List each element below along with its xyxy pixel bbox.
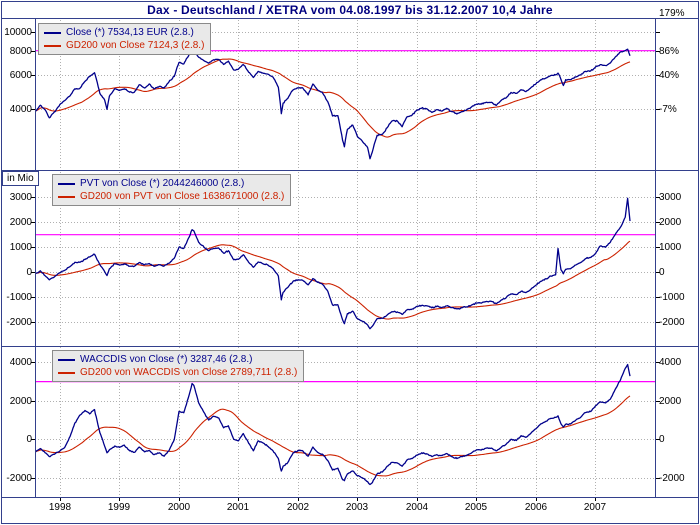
axis-tick-label: 0 xyxy=(26,267,32,278)
axis-tick-label: 2000 xyxy=(9,217,32,228)
legend-panel-waccdis: WACCDIS von Close (*) 3287,46 (2.8.) GD2… xyxy=(52,350,305,382)
legend-label-gd200: GD200 von Close 7124,3 (2.8.) xyxy=(66,40,205,51)
axis-tick-label: 0 xyxy=(659,267,665,278)
pvt-gd200-line-sample-icon xyxy=(58,195,75,198)
axis-tick-label: 0 xyxy=(26,434,32,445)
legend-row-pvt-gd200: GD200 von PVT von Close 1638671000 (2.8.… xyxy=(58,190,284,203)
axis-tick-label: -1000 xyxy=(6,292,32,303)
legend-row-pvt: PVT von Close (*) 2044246000 (2.8.) xyxy=(58,177,284,190)
axis-tick-label: 3000 xyxy=(9,192,32,203)
axis-tick-label: 3000 xyxy=(659,192,682,203)
gd200-line-sample-icon xyxy=(44,44,61,47)
axis-tick-label: -2000 xyxy=(6,473,32,484)
axis-tick-label: 1000 xyxy=(659,242,682,253)
axis-tick-label: 2006 xyxy=(524,502,548,513)
legend-row-waccdis-gd200: GD200 von WACCDIS von Close 2789,711 (2.… xyxy=(58,366,297,379)
axis-tick-label: 6000 xyxy=(9,70,32,81)
axis-tick-label: 2000 xyxy=(659,217,682,228)
axis-tick-label: 179% xyxy=(659,8,685,19)
axis-tick-label: 2003 xyxy=(345,502,369,513)
legend-row-waccdis: WACCDIS von Close (*) 3287,46 (2.8.) xyxy=(58,353,297,366)
axis-tick-label: -2000 xyxy=(6,317,32,328)
legend-panel-pvt: PVT von Close (*) 2044246000 (2.8.) GD20… xyxy=(52,174,292,206)
axis-tick-label: 2002 xyxy=(286,502,310,513)
legend-label-pvt: PVT von Close (*) 2044246000 (2.8.) xyxy=(80,178,245,189)
axis-tick-label: 40% xyxy=(659,70,680,81)
pvt-line-sample-icon xyxy=(58,182,75,185)
axis-tick-label: 1000 xyxy=(9,242,32,253)
legend-label-waccdis: WACCDIS von Close (*) 3287,46 (2.8.) xyxy=(80,354,253,365)
axis-tick-label: 86% xyxy=(659,46,680,57)
legend-label-pvt-gd200: GD200 von PVT von Close 1638671000 (2.8.… xyxy=(80,191,285,202)
legend-row-close: Close (*) 7534,13 EUR (2.8.) xyxy=(44,26,204,39)
chart-title: Dax - Deutschland / XETRA vom 04.08.1997… xyxy=(147,3,553,17)
legend-label-waccdis-gd200: GD200 von WACCDIS von Close 2789,711 (2.… xyxy=(80,367,298,378)
axis-tick-label: -7% xyxy=(659,104,677,115)
legend-panel-price: Close (*) 7534,13 EUR (2.8.) GD200 von C… xyxy=(38,23,212,55)
axis-tick-label: -2000 xyxy=(659,317,685,328)
axis-tick-label: 2000 xyxy=(167,502,191,513)
axis-tick-label: 2000 xyxy=(659,396,682,407)
waccdis-gd200-line-sample-icon xyxy=(58,371,75,374)
legend-row-gd200: GD200 von Close 7124,3 (2.8.) xyxy=(44,39,204,52)
close-line-sample-icon xyxy=(44,31,61,34)
axis-tick-label: 0 xyxy=(659,434,665,445)
waccdis-line-sample-icon xyxy=(58,358,75,361)
axis-tick-label: 2000 xyxy=(9,396,32,407)
axis-tick-label: 4000 xyxy=(9,357,32,368)
axis-tick-label: 2001 xyxy=(226,502,250,513)
legend-label-close: Close (*) 7534,13 EUR (2.8.) xyxy=(66,27,194,38)
axis-tick-label: 4000 xyxy=(9,104,32,115)
axis-tick-label: 1999 xyxy=(107,502,131,513)
axis-tick-label: 8000 xyxy=(9,46,32,57)
axis-tick-label: 2007 xyxy=(583,502,607,513)
unit-label-in-mio: in Mio xyxy=(2,171,39,186)
axis-tick-label: 4000 xyxy=(659,357,682,368)
axis-tick-label: 1998 xyxy=(48,502,72,513)
axis-tick-label: -2000 xyxy=(659,473,685,484)
axis-tick-label: 10000 xyxy=(4,27,32,38)
axis-tick-label: -1000 xyxy=(659,292,685,303)
axis-tick-label: 2004 xyxy=(405,502,429,513)
axis-tick-label: 2005 xyxy=(464,502,488,513)
